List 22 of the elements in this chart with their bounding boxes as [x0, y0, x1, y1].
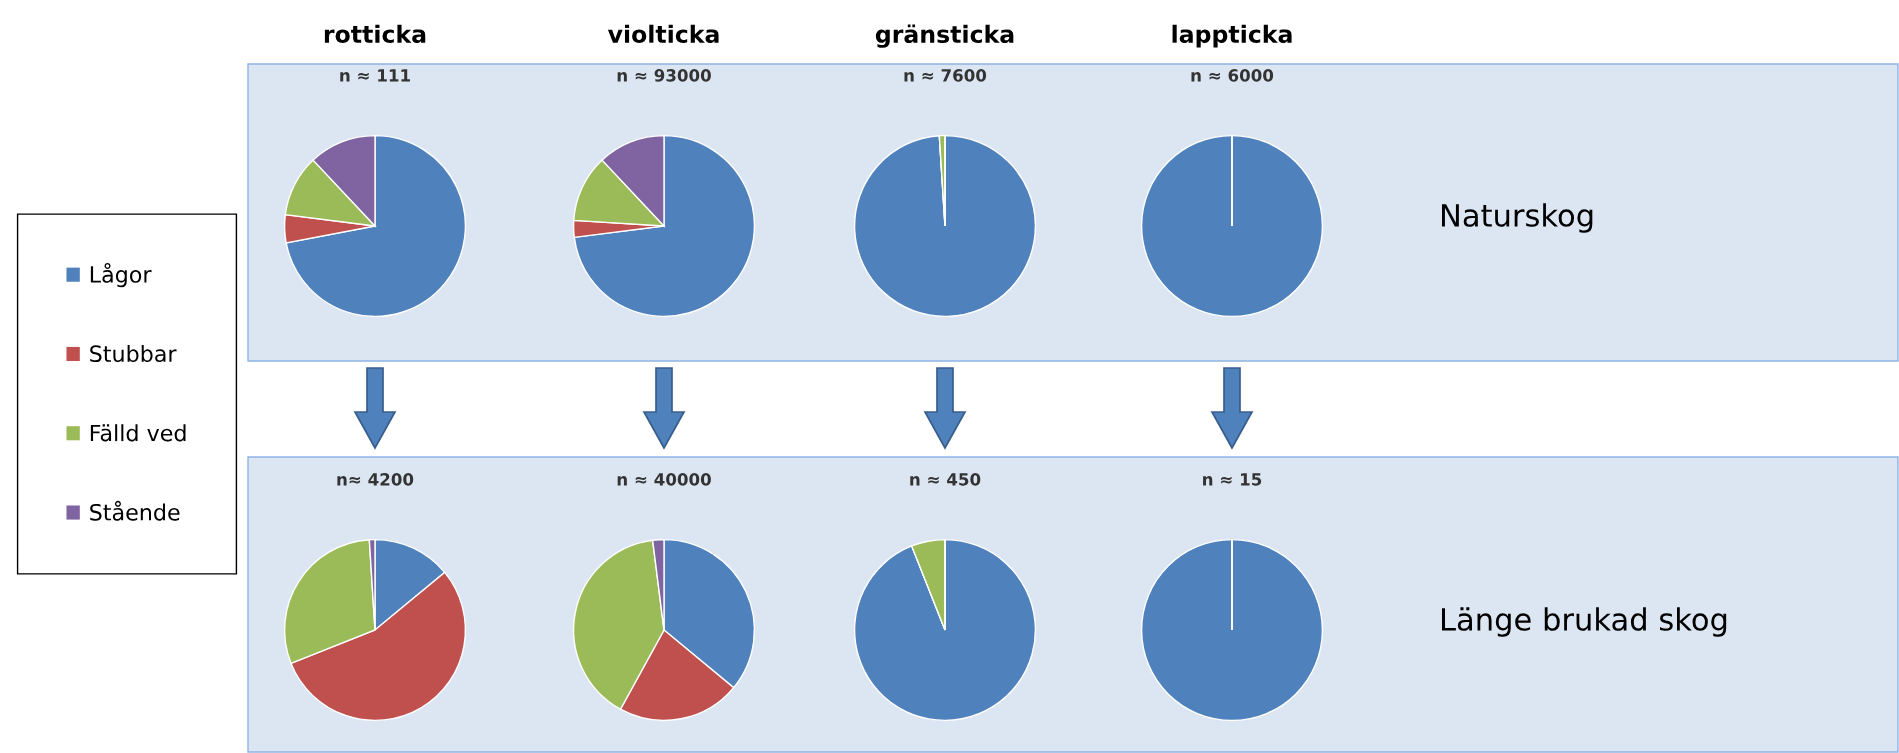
chart-subtitle: n≈ 4200 [337, 473, 414, 486]
pie-slice [573, 134, 756, 318]
chart-subtitle: n ≈ 7600 [904, 69, 987, 82]
chart-subtitle: n ≈ 93000 [617, 69, 711, 82]
chart-title: violticka [607, 24, 719, 44]
text: Naturskog [1442, 203, 1593, 233]
chart-subtitle: n ≈ 450 [910, 473, 981, 486]
chart-title: rotticka [324, 24, 426, 44]
pie-slice [853, 538, 1037, 722]
pie-slice [853, 134, 1037, 318]
legend-label: Stående [90, 500, 180, 521]
chart-subtitle: n ≈ 40000 [617, 473, 711, 486]
chart-title: lappticka [1172, 24, 1292, 48]
pie-slice [285, 134, 467, 318]
legend-label: Lågor [90, 263, 152, 288]
chart-subtitle: n ≈ 111 [340, 69, 410, 82]
chart-subtitle: n ≈ 15 [1203, 473, 1262, 486]
legend-label: Stubbar [90, 344, 177, 363]
chart-title: gränsticka [875, 24, 1014, 48]
legend-label: Fälld ved [90, 424, 186, 442]
chart-subtitle: n ≈ 6000 [1191, 69, 1274, 82]
text: Länge brukad skog [1442, 607, 1727, 637]
